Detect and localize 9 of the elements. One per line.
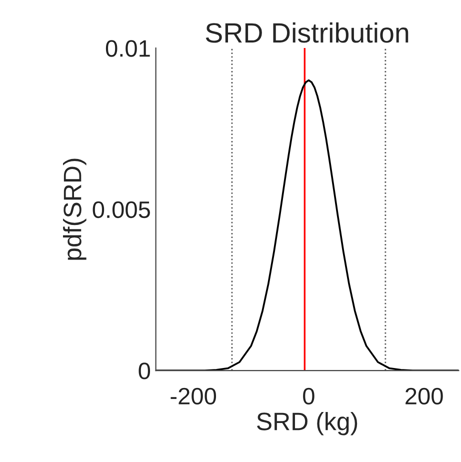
x-tick-label: -200: [170, 388, 216, 405]
y-tick-label: 0.01: [106, 40, 150, 57]
x-tick-label: 0: [303, 388, 314, 405]
chart-title: SRD Distribution: [206, 22, 408, 43]
y-tick-label: 0.005: [92, 201, 150, 218]
y-tick-label: 0: [138, 362, 150, 380]
y-axis-title: pdf(SRD): [63, 158, 86, 260]
x-tick-label: 200: [406, 388, 443, 405]
x-axis-title: SRD (kg): [257, 412, 358, 436]
